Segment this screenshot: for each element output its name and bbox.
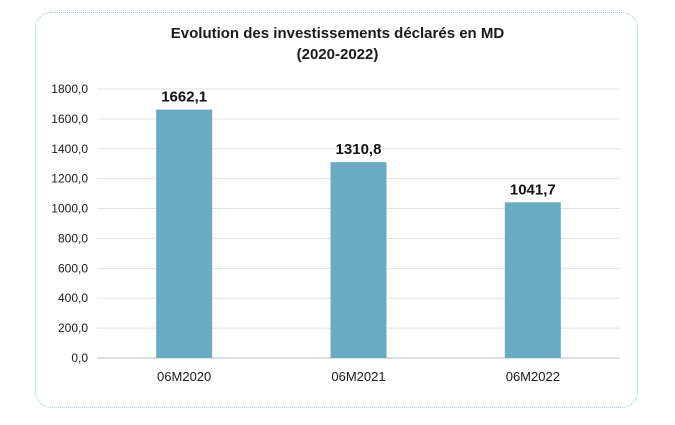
y-tick-label: 1600,0 bbox=[51, 112, 88, 126]
x-tick-label: 06M2020 bbox=[157, 369, 211, 384]
x-tick-label: 06M2021 bbox=[331, 369, 385, 384]
data-label: 1662,1 bbox=[161, 89, 207, 106]
x-tick-label: 06M2022 bbox=[506, 369, 560, 384]
chart-frame bbox=[35, 12, 638, 408]
bar bbox=[330, 162, 387, 358]
bar bbox=[156, 109, 213, 358]
chart-title: Evolution des investissements déclarés e… bbox=[170, 25, 505, 42]
data-label: 1310,8 bbox=[336, 141, 382, 158]
y-tick-label: 1000,0 bbox=[51, 202, 88, 216]
y-tick-label: 400,0 bbox=[58, 291, 88, 305]
y-tick-label: 1400,0 bbox=[51, 142, 88, 156]
y-tick-label: 1800,0 bbox=[51, 82, 88, 96]
y-tick-label: 600,0 bbox=[58, 261, 88, 275]
y-tick-label: 800,0 bbox=[58, 231, 88, 245]
bar bbox=[504, 202, 561, 358]
y-tick-label: 0,0 bbox=[71, 351, 88, 365]
chart-subtitle: (2020-2022) bbox=[296, 46, 379, 63]
data-label: 1041,7 bbox=[510, 181, 556, 198]
y-tick-label: 1200,0 bbox=[51, 172, 88, 186]
y-tick-label: 200,0 bbox=[58, 321, 88, 335]
